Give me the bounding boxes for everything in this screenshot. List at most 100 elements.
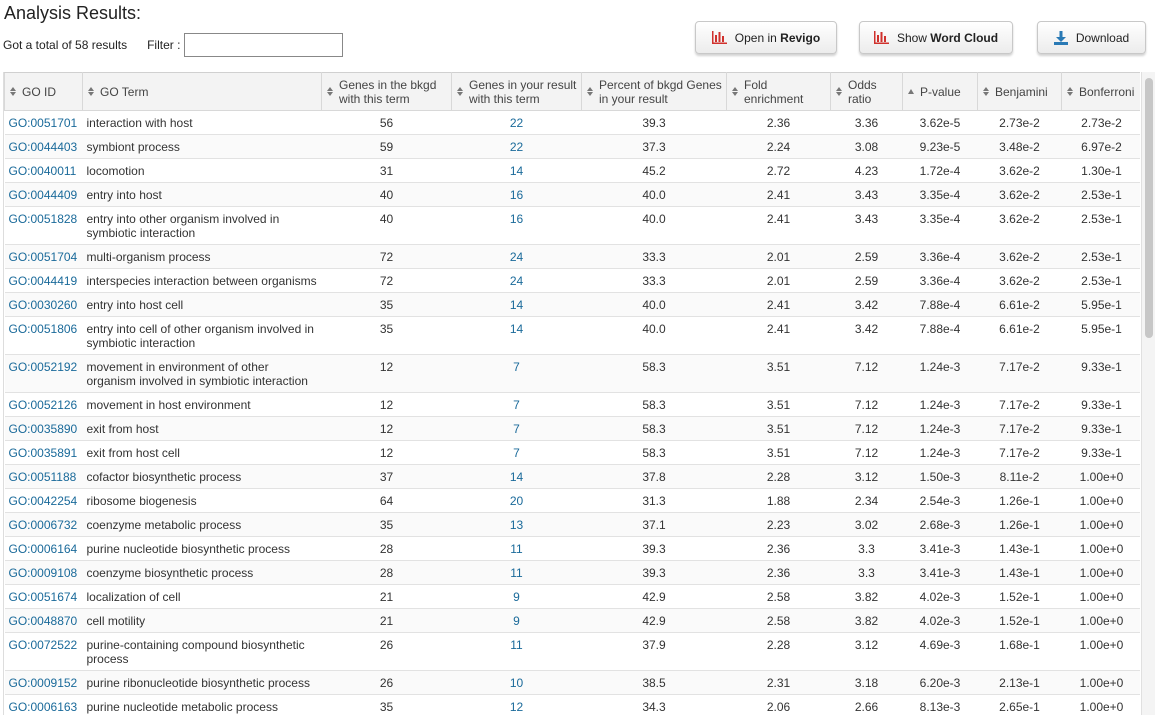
cell-result: 7 xyxy=(451,392,582,417)
cell-term: cell motility xyxy=(82,608,322,633)
column-header-pct[interactable]: Percent of bkgd Genes in your result xyxy=(581,72,727,111)
gene-count-link[interactable]: 11 xyxy=(510,638,523,652)
go-id-link[interactable]: GO:0009152 xyxy=(8,676,78,690)
gene-count-link[interactable]: 7 xyxy=(513,422,520,436)
cell-bonf: 1.00e+0 xyxy=(1061,464,1140,489)
scrollbar-thumb[interactable] xyxy=(1145,78,1153,338)
go-id-link[interactable]: GO:0044403 xyxy=(8,140,78,154)
column-header-goid[interactable]: GO ID xyxy=(4,72,83,111)
gene-count-link[interactable]: 14 xyxy=(509,322,524,336)
cell-goid: GO:0072522 xyxy=(4,632,83,671)
table-row: GO:0035890 exit from host 12 7 58.3 3.51 7.12 1… xyxy=(4,416,1140,441)
cell-odds: 2.59 xyxy=(830,268,903,293)
cell-benj: 3.62e-2 xyxy=(977,244,1062,269)
column-header-label: Fold enrichment xyxy=(744,77,804,106)
gene-count-link[interactable]: 9 xyxy=(513,614,520,628)
go-id-link[interactable]: GO:0051674 xyxy=(8,590,78,604)
gene-count-link[interactable]: 12 xyxy=(509,700,524,714)
go-id-link[interactable]: GO:0040011 xyxy=(8,164,77,178)
cell-pval: 8.13e-3 xyxy=(902,694,978,715)
gene-count-link[interactable]: 20 xyxy=(509,494,524,508)
cell-bkgd: 12 xyxy=(321,416,452,441)
go-id-link[interactable]: GO:0052192 xyxy=(8,360,78,374)
go-id-link[interactable]: GO:0051188 xyxy=(8,470,77,484)
go-id-link[interactable]: GO:0035891 xyxy=(8,446,78,460)
cell-goid: GO:0048870 xyxy=(4,608,83,633)
table-row: GO:0009108 coenzyme biosynthetic process 2… xyxy=(4,560,1140,585)
go-id-link[interactable]: GO:0035890 xyxy=(8,422,78,436)
go-id-link[interactable]: GO:0051828 xyxy=(8,212,78,226)
cell-pct: 40.0 xyxy=(581,182,727,207)
gene-count-link[interactable]: 14 xyxy=(509,298,524,312)
cell-bonf: 2.73e-2 xyxy=(1061,110,1140,135)
go-id-link[interactable]: GO:0048870 xyxy=(8,614,78,628)
cell-result: 13 xyxy=(451,512,582,537)
go-id-link[interactable]: GO:0051704 xyxy=(8,250,78,264)
cell-fold: 2.06 xyxy=(726,694,831,715)
cell-goid: GO:0035890 xyxy=(4,416,83,441)
go-id-link[interactable]: GO:0006732 xyxy=(8,518,78,532)
go-id-link[interactable]: GO:0051701 xyxy=(8,116,78,130)
cell-result: 24 xyxy=(451,244,582,269)
column-header-benj[interactable]: Benjamini xyxy=(977,72,1062,111)
cell-bonf: 9.33e-1 xyxy=(1061,354,1140,393)
cell-pct: 37.3 xyxy=(581,134,727,159)
go-id-link[interactable]: GO:0042254 xyxy=(8,494,78,508)
download-button[interactable]: Download xyxy=(1037,21,1146,54)
gene-count-link[interactable]: 10 xyxy=(509,676,524,690)
go-id-link[interactable]: GO:0006164 xyxy=(8,542,78,556)
cell-goid: GO:0051806 xyxy=(4,316,83,355)
gene-count-link[interactable]: 7 xyxy=(513,446,520,460)
cell-bonf: 1.00e+0 xyxy=(1061,632,1140,671)
gene-count-link[interactable]: 9 xyxy=(513,590,520,604)
gene-count-link[interactable]: 22 xyxy=(509,140,524,154)
cell-pct: 39.3 xyxy=(581,536,727,561)
gene-count-link[interactable]: 7 xyxy=(513,360,520,374)
column-header-bkgd[interactable]: Genes in the bkgd with this term xyxy=(321,72,452,111)
cell-pct: 58.3 xyxy=(581,354,727,393)
gene-count-link[interactable]: 16 xyxy=(509,188,524,202)
cell-benj: 3.62e-2 xyxy=(977,268,1062,293)
vertical-scrollbar[interactable] xyxy=(1141,72,1155,715)
column-header-result[interactable]: Genes in your result with this term xyxy=(451,72,582,111)
cell-goid: GO:0006732 xyxy=(4,512,83,537)
gene-count-link[interactable]: 13 xyxy=(509,518,524,532)
column-header-odds[interactable]: Odds ratio xyxy=(830,72,903,111)
go-id-link[interactable]: GO:0030260 xyxy=(8,298,78,312)
cell-bkgd: 35 xyxy=(321,512,452,537)
gene-count-link[interactable]: 11 xyxy=(510,542,523,556)
go-id-link[interactable]: GO:0044409 xyxy=(8,188,78,202)
cell-bonf: 9.33e-1 xyxy=(1061,416,1140,441)
gene-count-link[interactable]: 22 xyxy=(509,116,524,130)
table-row: GO:0006732 coenzyme metabolic process 35 13… xyxy=(4,512,1140,537)
table-row: GO:0051674 localization of cell 21 9 42.9 2.5… xyxy=(4,584,1140,609)
cell-pct: 33.3 xyxy=(581,244,727,269)
go-id-link[interactable]: GO:0006163 xyxy=(8,700,78,714)
cell-benj: 2.65e-1 xyxy=(977,694,1062,715)
gene-count-link[interactable]: 14 xyxy=(509,470,524,484)
show-word-cloud-button[interactable]: Show Word Cloud xyxy=(859,21,1013,54)
cell-pval: 3.36e-4 xyxy=(902,268,978,293)
cell-term: interspecies interaction between organis… xyxy=(82,268,322,293)
gene-count-link[interactable]: 14 xyxy=(509,164,524,178)
go-id-link[interactable]: GO:0051806 xyxy=(8,322,78,336)
column-header-pval[interactable]: P-value xyxy=(902,72,978,111)
gene-count-link[interactable]: 24 xyxy=(509,274,524,288)
cell-bonf: 6.97e-2 xyxy=(1061,134,1140,159)
go-id-link[interactable]: GO:0044419 xyxy=(8,274,78,288)
open-in-revigo-button[interactable]: Open in Revigo xyxy=(695,21,837,54)
column-header-term[interactable]: GO Term xyxy=(82,72,322,111)
gene-count-link[interactable]: 24 xyxy=(509,250,524,264)
cell-result: 14 xyxy=(451,316,582,355)
go-id-link[interactable]: GO:0072522 xyxy=(8,638,78,652)
column-header-bonf[interactable]: Bonferroni xyxy=(1061,72,1140,111)
gene-count-link[interactable]: 7 xyxy=(513,398,520,412)
cell-odds: 3.43 xyxy=(830,206,903,245)
go-id-link[interactable]: GO:0009108 xyxy=(8,566,78,580)
cell-odds: 3.42 xyxy=(830,292,903,317)
gene-count-link[interactable]: 16 xyxy=(509,212,524,226)
gene-count-link[interactable]: 11 xyxy=(510,566,523,580)
column-header-fold[interactable]: Fold enrichment xyxy=(726,72,831,111)
go-id-link[interactable]: GO:0052126 xyxy=(8,398,78,412)
filter-input[interactable] xyxy=(184,33,344,57)
